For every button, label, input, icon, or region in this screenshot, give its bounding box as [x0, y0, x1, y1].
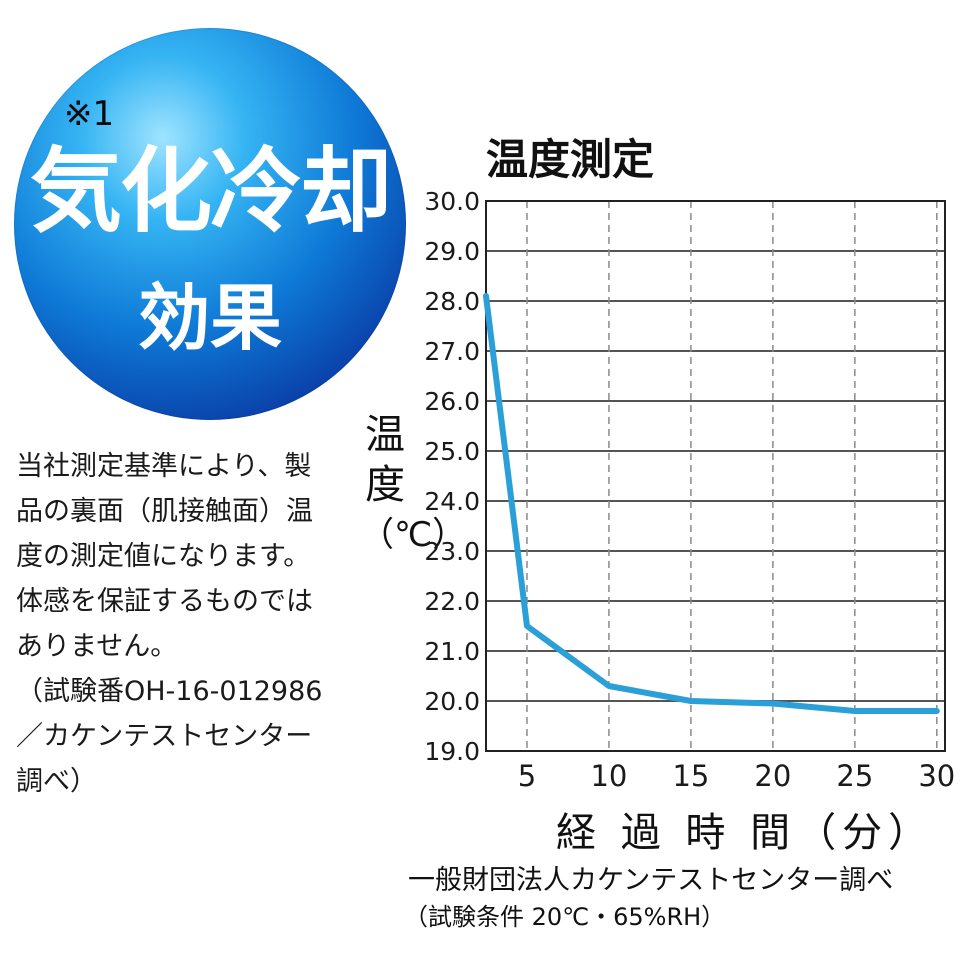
y-tick-label: 29.0 [424, 237, 480, 266]
data-point [934, 708, 940, 714]
test-conditions: （試験条件 20℃・65%RH） [404, 903, 726, 931]
badge-footnote-mark: ※1 [64, 94, 115, 134]
disclaimer-note: 当社測定基準により、製 品の裏面（肌接触面）温 度の測定値になります。 体感を保… [16, 444, 346, 804]
data-point [770, 701, 776, 706]
data-point [852, 708, 858, 714]
note-line: （試験番OH-16-012986 [16, 676, 323, 707]
data-point [606, 683, 612, 689]
x-tick-label: 20 [754, 759, 791, 793]
chart-title: 温度測定 [486, 135, 655, 184]
x-tick-label: 30 [918, 759, 955, 793]
x-axis-label: 経 過 時 間（分） [556, 810, 935, 856]
y-tick-label: 27.0 [424, 337, 480, 366]
note-line: ／カケンテストセンター [16, 721, 313, 752]
temperature-series-line [483, 293, 940, 714]
y-tick-label: 19.0 [424, 737, 480, 766]
y-axis-label-char: 温 [365, 412, 405, 458]
note-line: ありません。 [16, 631, 178, 662]
x-tick-label: 10 [590, 759, 627, 793]
source-credit: 一般財団法人カケンテストセンター調べ [408, 865, 894, 896]
badge-title: 気化冷却 [29, 138, 392, 245]
data-point [688, 698, 694, 704]
y-tick-label: 25.0 [424, 437, 480, 466]
plot-frame [485, 200, 946, 752]
y-axis-label-char: 度 [365, 462, 405, 508]
y-tick-label: 26.0 [424, 387, 480, 416]
note-line: 体感を保証するものでは [16, 586, 313, 617]
y-tick-label: 23.0 [424, 537, 480, 566]
y-tick-label: 24.0 [424, 487, 480, 516]
y-tick-label: 20.0 [424, 687, 480, 716]
cooling-effect-badge: ※1 気化冷却 効果 [14, 28, 406, 420]
note-line: 品の裏面（肌接触面）温 [16, 496, 313, 527]
y-tick-label: 21.0 [424, 637, 480, 666]
note-line: 調べ） [16, 766, 97, 797]
x-tick-label: 25 [836, 759, 873, 793]
note-line: 度の測定値になります。 [16, 541, 311, 572]
note-line: 当社測定基準により、製 [16, 451, 312, 482]
y-tick-label: 28.0 [424, 287, 480, 316]
badge-subtitle: 効果 [137, 276, 282, 360]
y-tick-label: 30.0 [424, 187, 480, 216]
data-point [483, 293, 489, 299]
x-tick-label: 15 [672, 759, 709, 793]
x-tick-label: 5 [518, 759, 536, 793]
data-point [524, 623, 530, 629]
y-tick-label: 22.0 [424, 587, 480, 616]
